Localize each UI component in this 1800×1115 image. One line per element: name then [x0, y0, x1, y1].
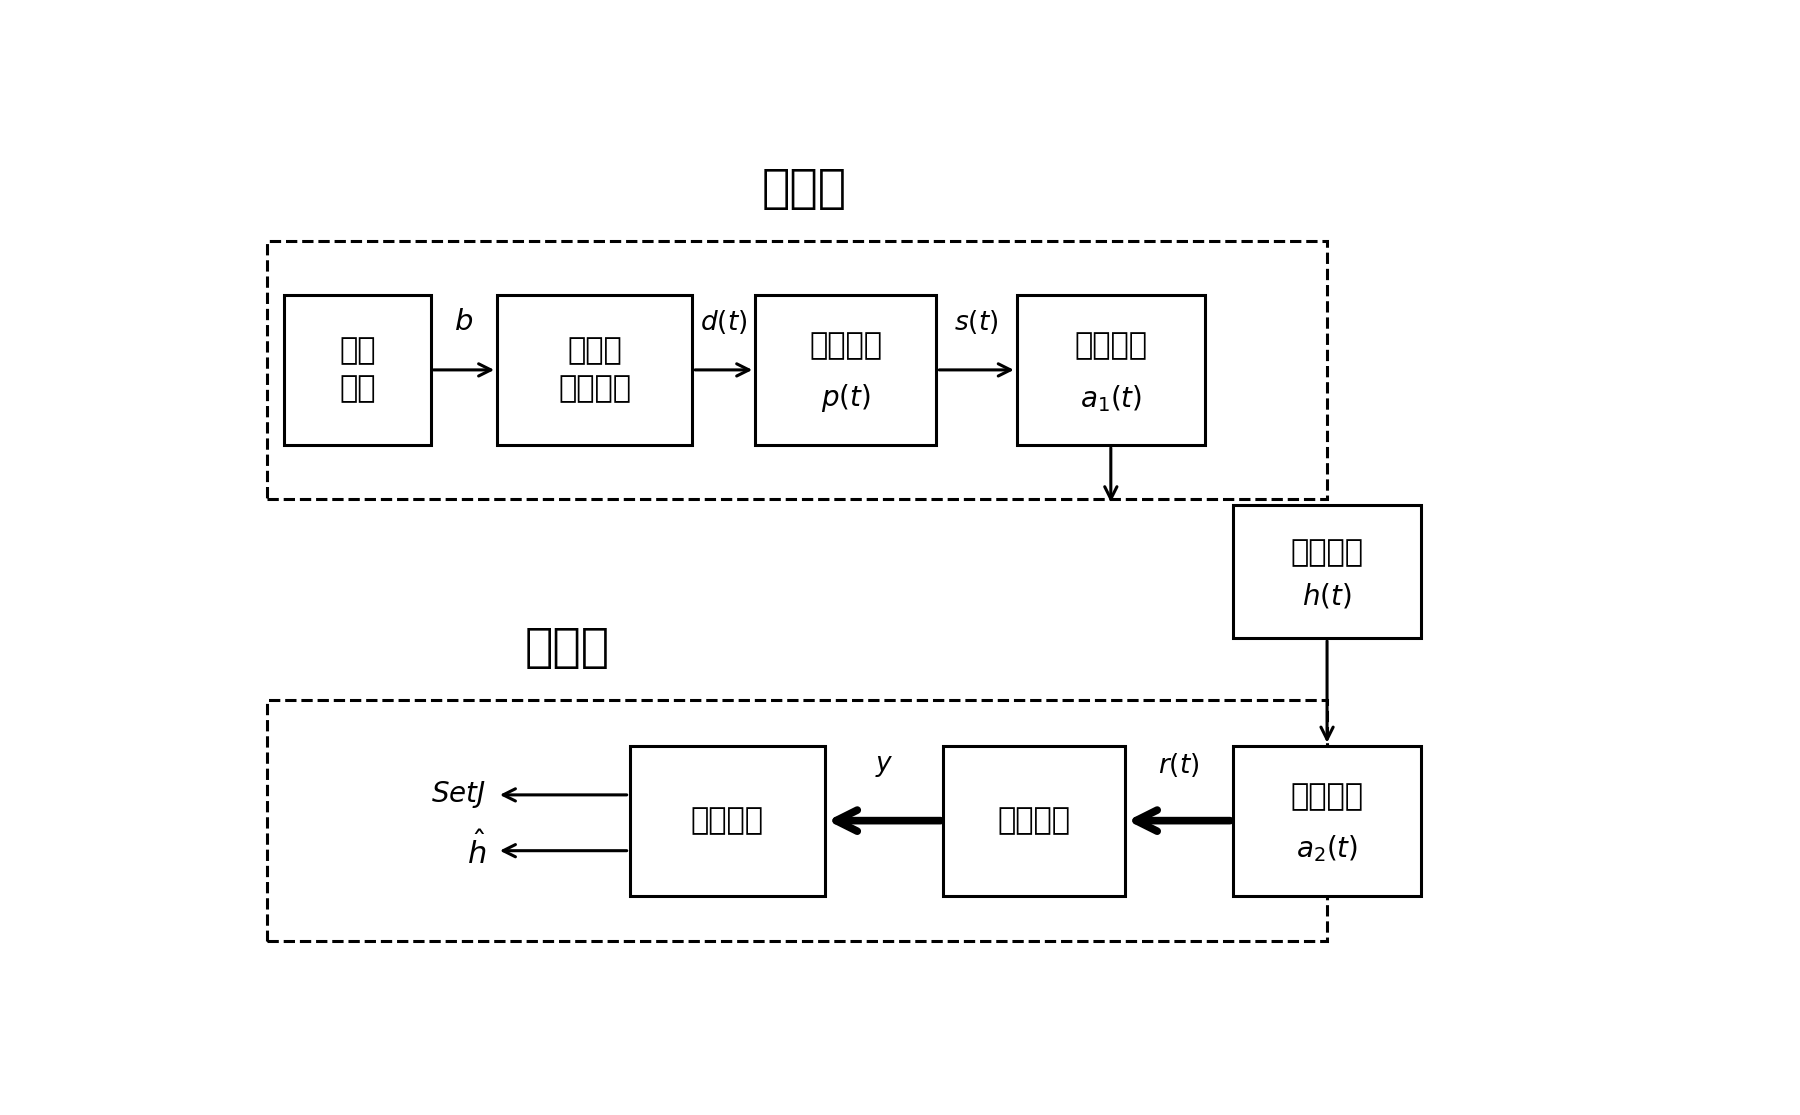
- Text: 发射机: 发射机: [761, 167, 846, 212]
- Bar: [943, 746, 1125, 895]
- Text: 信息
比特: 信息 比特: [338, 337, 376, 404]
- Text: $y$: $y$: [875, 754, 893, 779]
- Text: $p(t)$: $p(t)$: [821, 382, 871, 415]
- Bar: [630, 746, 824, 895]
- Text: 多径信道: 多径信道: [1291, 539, 1364, 568]
- Bar: [1233, 746, 1422, 895]
- Text: 发射天线: 发射天线: [1075, 331, 1147, 360]
- Bar: [1233, 505, 1422, 638]
- Text: 接收天线: 接收天线: [1291, 782, 1364, 811]
- Bar: [1017, 294, 1204, 445]
- Text: $b$: $b$: [454, 308, 473, 336]
- Bar: [756, 294, 936, 445]
- Text: $d(t)$: $d(t)$: [700, 308, 747, 336]
- Text: 脉冲成型: 脉冲成型: [810, 331, 882, 360]
- Text: $s(t)$: $s(t)$: [954, 308, 999, 336]
- Bar: [284, 294, 430, 445]
- Text: $h(t)$: $h(t)$: [1301, 581, 1352, 610]
- Text: 接收机: 接收机: [524, 627, 610, 671]
- Text: $SetJ$: $SetJ$: [430, 779, 486, 811]
- Text: $\hat{h}$: $\hat{h}$: [466, 832, 486, 870]
- Text: $a_2(t)$: $a_2(t)$: [1296, 834, 1359, 864]
- Bar: [266, 700, 1327, 941]
- Bar: [266, 241, 1327, 498]
- Text: 调制与
信令控制: 调制与 信令控制: [558, 337, 632, 404]
- Text: 数字后端: 数字后端: [691, 806, 763, 835]
- Text: 模拟前端: 模拟前端: [997, 806, 1071, 835]
- Bar: [497, 294, 693, 445]
- Text: $a_1(t)$: $a_1(t)$: [1080, 382, 1141, 414]
- Text: $r(t)$: $r(t)$: [1157, 752, 1199, 779]
